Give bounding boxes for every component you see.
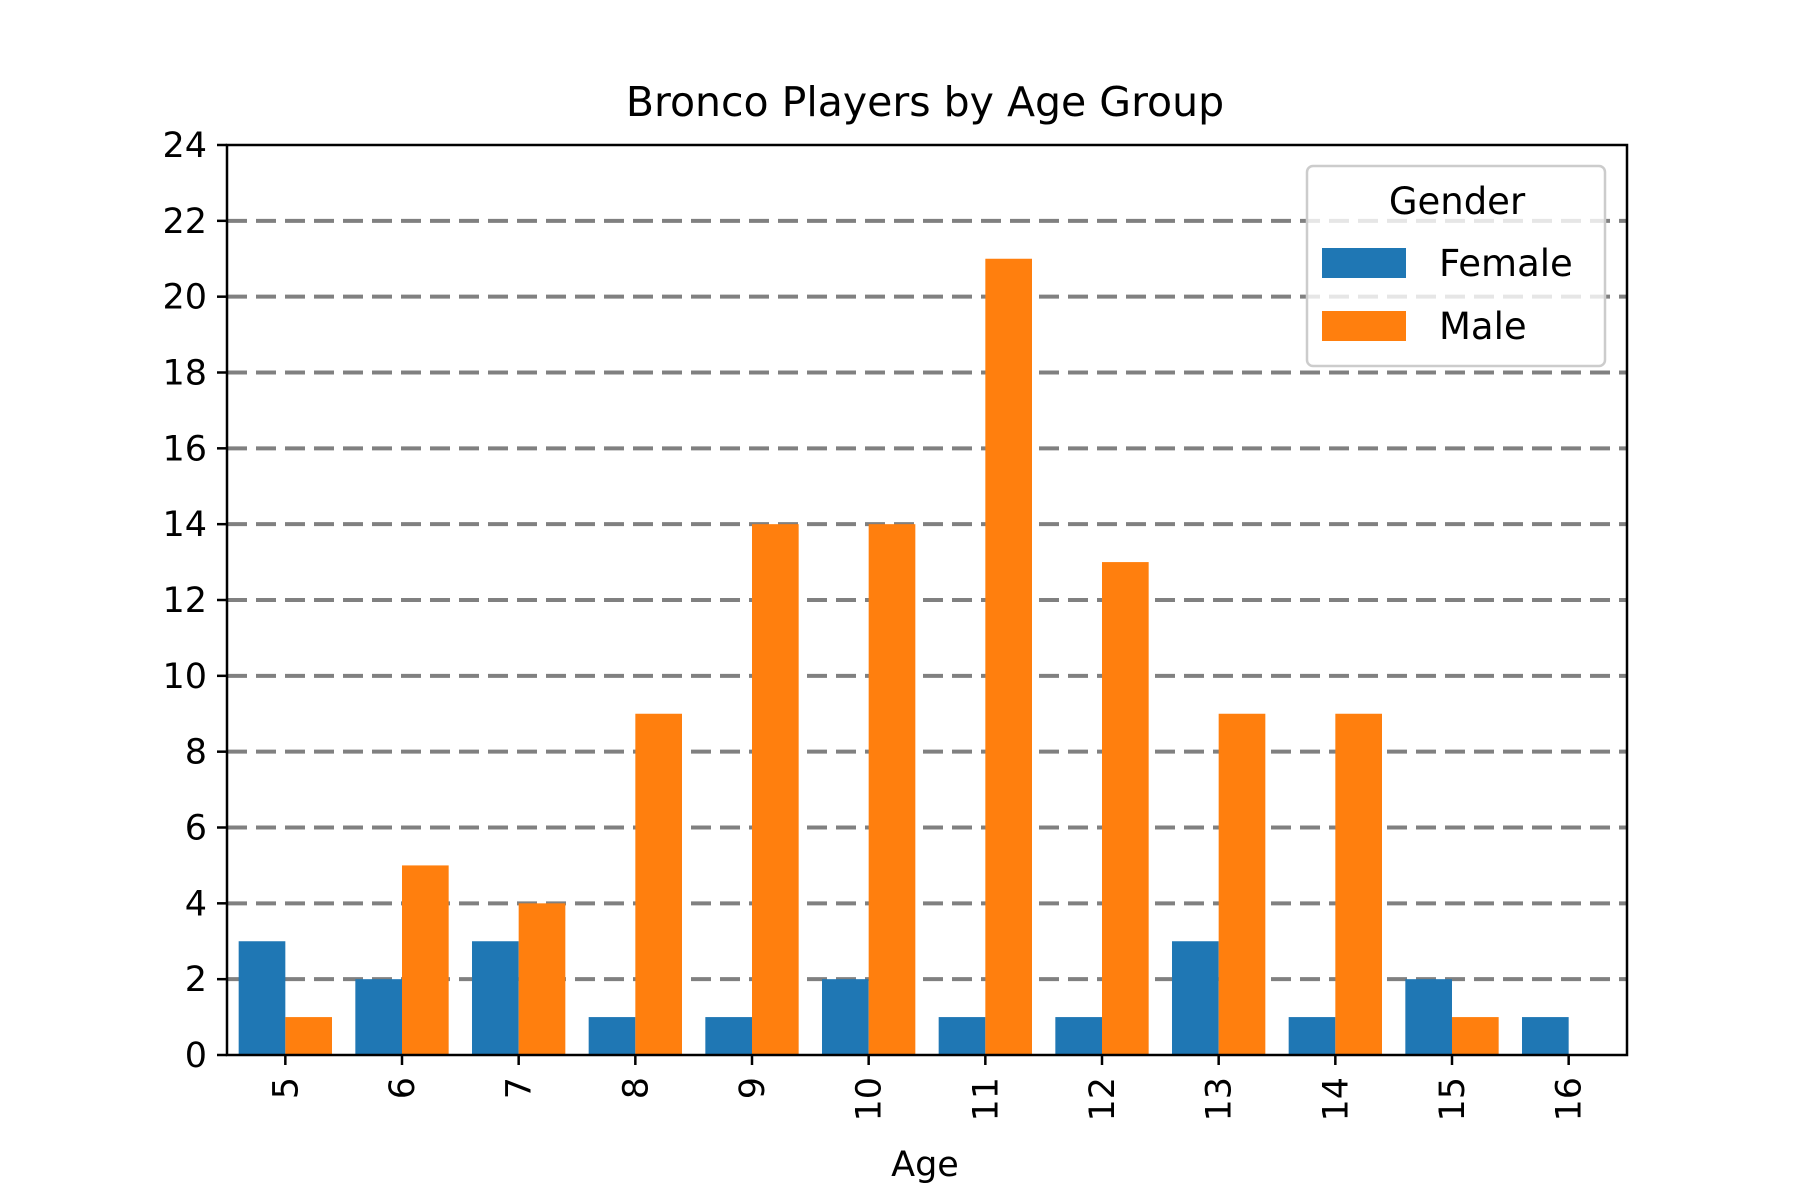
bar-male-age-5 — [285, 1017, 332, 1055]
x-tick-label-10: 10 — [850, 1077, 890, 1122]
bar-female-age-10 — [822, 979, 869, 1055]
y-tick-label-14: 14 — [162, 505, 207, 545]
x-tick-label-5: 5 — [266, 1077, 306, 1099]
x-tick-label-11: 11 — [966, 1077, 1006, 1122]
y-tick-label-4: 4 — [185, 884, 207, 924]
x-tick-label-16: 16 — [1550, 1077, 1590, 1122]
bar-female-age-11 — [938, 1017, 986, 1055]
y-tick-label-2: 2 — [185, 960, 207, 1000]
legend-swatch-male — [1322, 311, 1406, 341]
x-tick-label-9: 9 — [733, 1077, 773, 1099]
y-tick-label-20: 20 — [162, 278, 207, 318]
x-tick-label-15: 15 — [1433, 1077, 1473, 1122]
x-axis-label: Age — [891, 1145, 959, 1185]
legend-entries: Female Male — [1322, 242, 1573, 348]
y-tick-label-10: 10 — [162, 657, 207, 697]
bar-female-age-15 — [1405, 979, 1452, 1055]
bar-male-age-14 — [1335, 713, 1382, 1055]
x-tick-label-8: 8 — [616, 1077, 656, 1099]
x-tick-label-7: 7 — [500, 1077, 540, 1099]
y-tick-label-8: 8 — [185, 733, 207, 773]
legend: Gender Female Male — [1305, 164, 1607, 368]
bar-female-age-8 — [588, 1017, 636, 1055]
bar-female-age-7 — [472, 941, 519, 1055]
x-tick-label-13: 13 — [1200, 1077, 1240, 1122]
bar-female-age-5 — [238, 941, 286, 1055]
y-tick-label-6: 6 — [185, 809, 207, 849]
y-tick-label-0: 0 — [185, 1036, 207, 1076]
bar-female-age-14 — [1288, 1017, 1336, 1055]
x-tick-label-14: 14 — [1316, 1077, 1356, 1122]
bar-female-age-6 — [355, 979, 402, 1055]
bar-male-age-6 — [402, 865, 449, 1055]
legend-swatch-female — [1322, 248, 1406, 278]
bar-male-age-15 — [1452, 1017, 1499, 1055]
x-tick-label-6: 6 — [383, 1077, 423, 1099]
bar-male-age-7 — [518, 903, 566, 1055]
bar-female-age-16 — [1522, 1017, 1569, 1055]
bar-male-age-13 — [1218, 713, 1266, 1055]
y-tick-label-12: 12 — [162, 581, 207, 621]
chart-title: Bronco Players by Age Group — [626, 78, 1224, 126]
x-tick-label-12: 12 — [1083, 1077, 1123, 1122]
bar-male-age-9 — [752, 524, 799, 1055]
bar-male-age-8 — [635, 713, 682, 1055]
bar-male-age-12 — [1102, 562, 1149, 1055]
y-tick-label-24: 24 — [162, 126, 207, 166]
bars — [238, 258, 1569, 1055]
bar-male-age-10 — [868, 524, 916, 1055]
y-tick-label-16: 16 — [162, 429, 207, 469]
legend-label-female: Female — [1439, 242, 1573, 285]
y-tick-label-22: 22 — [162, 202, 207, 242]
bar-male-age-11 — [985, 258, 1032, 1055]
bar-female-age-13 — [1172, 941, 1219, 1055]
legend-label-male: Male — [1439, 305, 1527, 348]
bar-female-age-12 — [1055, 1017, 1102, 1055]
bar-female-age-9 — [705, 1017, 752, 1055]
y-tick-label-18: 18 — [162, 354, 207, 394]
x-axis-ticks: 5 6 7 8 9 10 11 12 13 14 15 16 — [266, 1055, 1590, 1122]
legend-title: Gender — [1389, 180, 1526, 223]
